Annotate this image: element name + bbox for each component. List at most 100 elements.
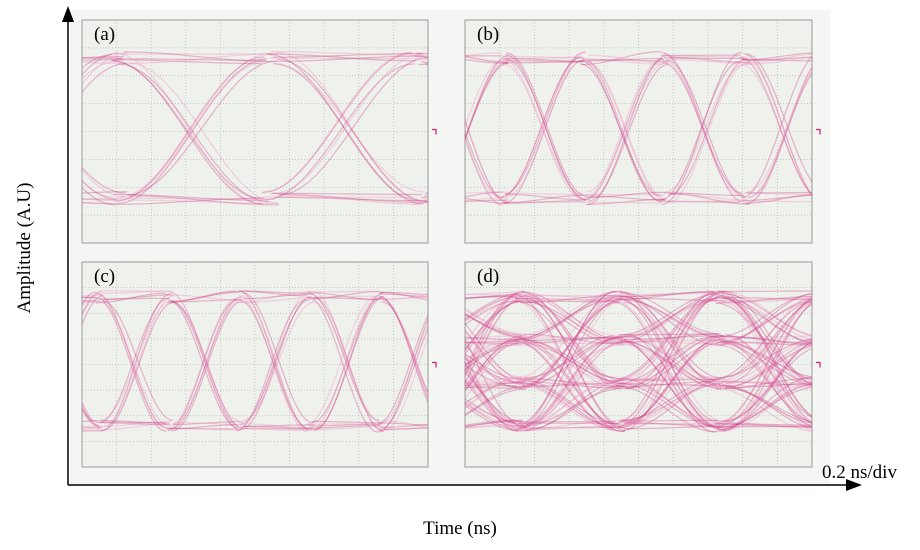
eye-trace [82,291,97,306]
eye-trace [625,343,726,432]
eye-trace [714,421,812,429]
eye-trace [313,296,385,431]
eye-trace [668,57,749,196]
eye-trace [823,294,920,297]
eye-trace [378,296,428,300]
eye-trace [724,382,812,389]
eye-trace [465,294,517,300]
eye-trace [465,329,523,379]
eye-trace [465,336,526,341]
panel-label: (c) [94,266,115,287]
eye-trace [465,371,523,423]
eye-trace [822,302,920,426]
eye-trace [502,61,583,64]
eye-trace [719,381,812,384]
eye-trace [824,424,920,429]
eye-trace [465,337,525,371]
eye-trace [714,296,812,300]
eye-trace [103,294,173,301]
trigger-marker [432,361,437,368]
eye-trace [465,335,518,340]
eye-trace [622,291,723,432]
eye-trace [720,303,812,433]
eye-trace [465,357,524,384]
eye-trace [718,298,812,423]
eye-trace [274,196,425,202]
eye-trace [818,345,918,389]
eye-trace [583,58,664,65]
eye-trace [465,377,515,384]
eye-trace [822,424,920,429]
eye-trace [465,296,518,343]
eye-trace [465,296,517,299]
eye-trace [465,340,520,344]
eye-trace [820,301,920,378]
eye-trace [465,59,504,129]
eye-trace [465,290,525,377]
eye-trace [96,293,167,429]
eye-trace [514,335,615,389]
eye-trace [725,341,812,382]
eye-trace [521,290,622,341]
eye-trace [719,339,812,384]
eye-trace [307,290,378,293]
eye-trace [465,336,521,392]
eye-trace [519,337,620,429]
eye-traces [465,290,920,433]
eye-trace [616,300,717,338]
eye-trace [667,192,748,201]
eye-trace [617,297,718,422]
eye-trace [823,341,920,428]
eye-trace [722,300,812,383]
eye-trace [313,292,385,431]
eye-trace [816,379,916,425]
eye-trace [662,59,743,196]
panel-label: (d) [477,266,499,287]
eye-trace [724,333,812,423]
eye-trace [622,378,723,429]
eye-trace [624,296,725,339]
eye-trace [308,292,379,301]
eye-trace [465,380,523,385]
eye-trace [96,292,167,429]
eye-trace [717,301,812,425]
eye-trace [465,385,526,416]
eye-trace [721,340,812,429]
eye-trace [465,300,519,326]
eye-trace [524,379,625,432]
eye-trace [506,58,587,200]
eye-trace [746,70,812,205]
eye-trace [616,381,717,388]
eye-trace [465,322,526,382]
eye-trace [824,384,920,430]
eye-trace [518,300,619,430]
eye-trace [82,400,103,428]
eye-trace [624,291,725,338]
eye-trace [377,422,428,426]
eye-trace [725,344,812,388]
eye-trace [82,186,116,206]
eye-trace [614,291,716,381]
eye-trace [822,337,920,387]
eye-trace [465,118,509,204]
eye-trace [715,422,812,426]
eye-trace [503,59,585,204]
eye-trace [721,293,812,337]
eye-trace [239,290,310,427]
eye-trace [377,317,428,433]
eye-trace [584,193,665,196]
eye-trace [742,194,812,202]
eye-trace [465,404,519,431]
eye-trace [746,53,812,183]
eye-trace [166,427,237,430]
eye-trace [82,406,100,427]
eye-trace [522,294,623,388]
eye-trace [521,340,622,428]
eye-trace [170,290,241,302]
eye-trace [515,300,616,379]
eye-trace [278,56,428,196]
scale-label: 0.2 ns/div [822,462,897,483]
eye-trace [465,330,525,386]
eye-trace [519,336,620,339]
eye-trace [82,201,116,205]
